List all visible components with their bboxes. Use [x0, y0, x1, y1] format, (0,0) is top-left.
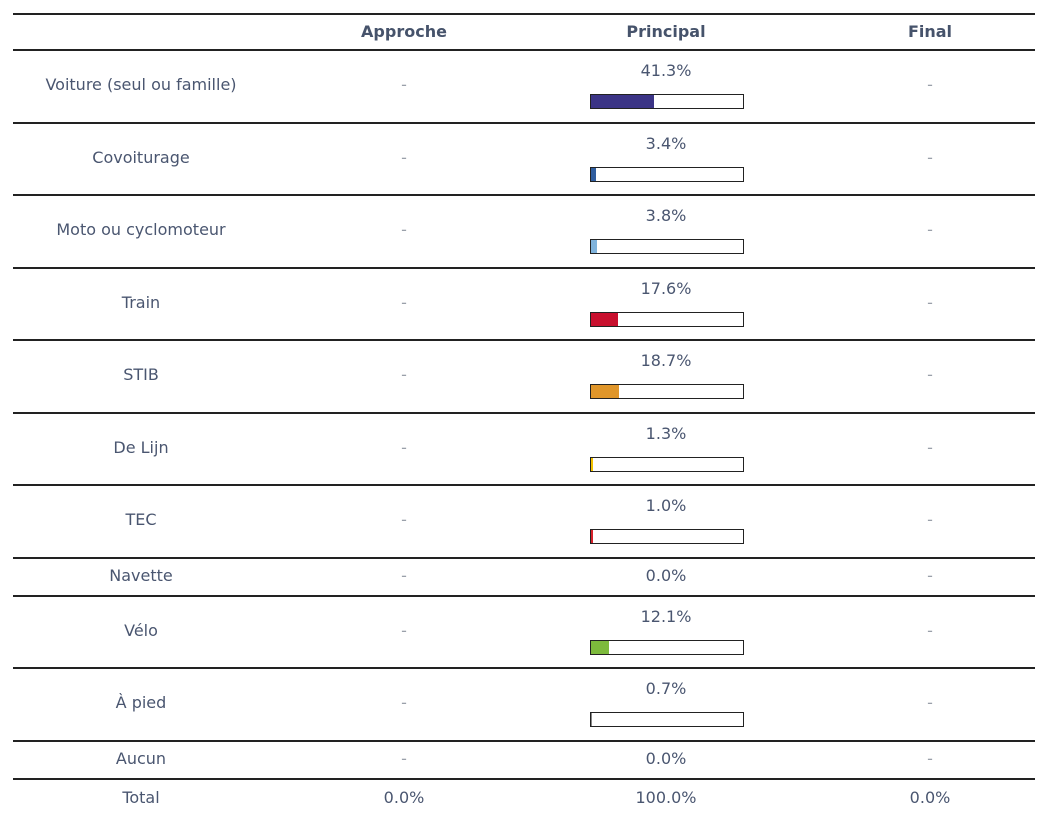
- bar-track: [590, 384, 744, 399]
- principal-label: 3.8%: [645, 206, 687, 225]
- rule: [13, 777, 1035, 780]
- row-label: De Lijn: [113, 437, 169, 457]
- final-cell: -: [927, 565, 933, 585]
- principal-label: 12.1%: [640, 606, 692, 626]
- row-label: STIB: [123, 365, 159, 385]
- rule: [13, 339, 1035, 341]
- bar-track: [590, 166, 744, 182]
- rule: [13, 411, 1035, 414]
- bar: [591, 530, 593, 543]
- final-cell: -: [927, 365, 933, 385]
- bar-track: [590, 529, 744, 544]
- rule: [13, 266, 1035, 269]
- final-cell: -: [927, 748, 933, 768]
- rule: [13, 13, 1035, 15]
- principal-label: 1.0%: [645, 496, 687, 515]
- bar: [591, 95, 654, 108]
- row-label: Vélo: [124, 620, 158, 640]
- approche-cell: -: [401, 75, 407, 95]
- bar: [591, 385, 620, 398]
- rule: [13, 739, 1035, 742]
- approche-cell: -: [401, 292, 407, 312]
- total-label: Total: [122, 787, 160, 807]
- row-label: Aucun: [115, 748, 167, 768]
- rule: [13, 121, 1035, 124]
- bar-track: [590, 94, 744, 109]
- bar: [591, 640, 610, 654]
- row-label: À pied: [115, 693, 167, 713]
- principal-label: 0.0%: [645, 748, 687, 768]
- approche-cell: -: [401, 220, 407, 240]
- approche-cell: -: [401, 510, 407, 530]
- bar-track: [590, 456, 744, 472]
- bar-track: [590, 311, 744, 327]
- principal-label: 41.3%: [640, 61, 692, 80]
- bar: [591, 167, 597, 181]
- final-cell: -: [927, 693, 933, 713]
- final-cell: -: [927, 510, 933, 530]
- total-approche: 0.0%: [383, 787, 425, 807]
- bar: [591, 312, 618, 326]
- rule: [13, 49, 1035, 51]
- total-principal: 100.0%: [635, 787, 697, 807]
- column-header: Final: [907, 22, 953, 41]
- bar: [591, 457, 593, 471]
- total-final: 0.0%: [909, 787, 951, 807]
- row-label: Moto ou cyclomoteur: [56, 220, 226, 240]
- column-header: Approche: [361, 22, 447, 41]
- row-label: Navette: [109, 565, 173, 585]
- approche-cell: -: [401, 748, 407, 768]
- row-label: TEC: [125, 510, 157, 530]
- row-label: Train: [121, 292, 161, 312]
- principal-label: 1.3%: [645, 423, 687, 443]
- principal-label: 17.6%: [640, 278, 692, 298]
- bar-track: [590, 712, 744, 727]
- bar: [591, 713, 593, 726]
- final-cell: -: [927, 620, 933, 640]
- row-label: Covoiturage: [92, 147, 190, 167]
- final-cell: -: [927, 437, 933, 457]
- rule: [13, 484, 1035, 486]
- final-cell: -: [927, 292, 933, 312]
- row-label: Voiture (seul ou famille): [45, 75, 237, 95]
- principal-label: 3.4%: [645, 133, 687, 153]
- rule: [13, 194, 1035, 196]
- principal-label: 0.7%: [645, 679, 687, 698]
- column-header: Principal: [626, 22, 706, 41]
- approche-cell: -: [401, 365, 407, 385]
- principal-label: 0.0%: [645, 565, 687, 585]
- principal-label: 18.7%: [640, 351, 692, 370]
- approche-cell: -: [401, 147, 407, 167]
- approche-cell: -: [401, 565, 407, 585]
- approche-cell: -: [401, 693, 407, 713]
- final-cell: -: [927, 147, 933, 167]
- rule: [13, 667, 1035, 669]
- final-cell: -: [927, 220, 933, 240]
- rule: [13, 594, 1035, 597]
- approche-cell: -: [401, 620, 407, 640]
- final-cell: -: [927, 75, 933, 95]
- bar: [591, 240, 597, 253]
- bar-track: [590, 239, 744, 254]
- rule: [13, 556, 1035, 559]
- bar-track: [590, 639, 744, 655]
- approche-cell: -: [401, 437, 407, 457]
